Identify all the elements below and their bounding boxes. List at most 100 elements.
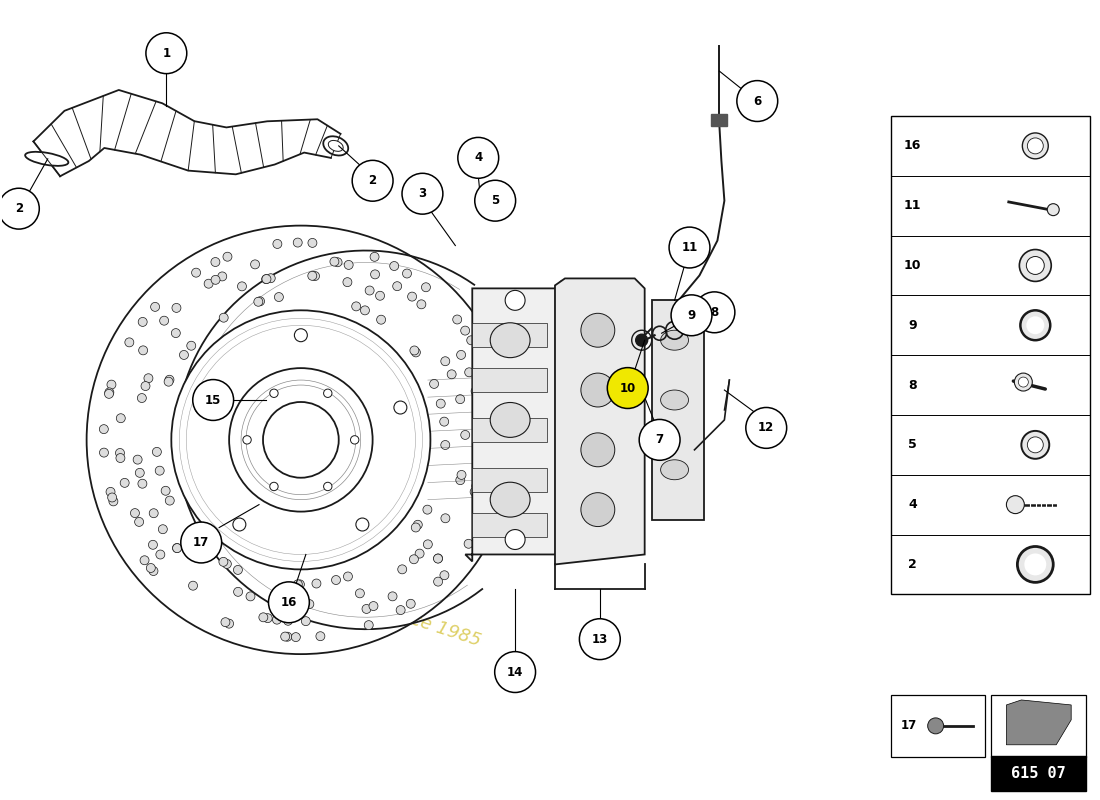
Circle shape — [1019, 377, 1028, 387]
Bar — [472, 513, 547, 537]
Circle shape — [343, 278, 352, 286]
Circle shape — [191, 268, 200, 277]
Circle shape — [456, 350, 465, 359]
Circle shape — [233, 566, 242, 574]
Circle shape — [430, 379, 439, 388]
Circle shape — [461, 326, 470, 335]
Circle shape — [273, 615, 282, 624]
Circle shape — [453, 315, 462, 324]
Circle shape — [421, 282, 430, 292]
Circle shape — [151, 302, 160, 311]
Circle shape — [0, 188, 40, 229]
Circle shape — [104, 388, 113, 397]
Circle shape — [495, 652, 536, 693]
Circle shape — [258, 613, 267, 622]
Circle shape — [636, 386, 647, 398]
Circle shape — [141, 382, 150, 390]
Text: 2: 2 — [14, 202, 23, 215]
Circle shape — [441, 514, 450, 522]
Circle shape — [1026, 316, 1044, 334]
Circle shape — [284, 599, 294, 608]
Circle shape — [109, 497, 118, 506]
Circle shape — [394, 401, 407, 414]
Bar — [472, 418, 547, 442]
Circle shape — [160, 316, 168, 325]
Circle shape — [138, 394, 146, 402]
Bar — [472, 368, 547, 392]
Bar — [472, 468, 547, 492]
Circle shape — [99, 448, 109, 457]
Circle shape — [471, 386, 480, 396]
Circle shape — [296, 580, 305, 589]
Circle shape — [448, 370, 456, 378]
Circle shape — [669, 227, 710, 268]
Circle shape — [361, 306, 370, 315]
Circle shape — [581, 314, 615, 347]
Circle shape — [138, 479, 147, 488]
Circle shape — [371, 270, 380, 279]
Circle shape — [1018, 546, 1053, 582]
Circle shape — [440, 417, 449, 426]
Circle shape — [195, 401, 208, 414]
Text: 9: 9 — [688, 309, 695, 322]
Circle shape — [165, 496, 174, 505]
Circle shape — [581, 373, 615, 407]
Ellipse shape — [491, 402, 530, 438]
Circle shape — [148, 566, 158, 575]
Circle shape — [180, 522, 221, 563]
Circle shape — [219, 558, 228, 566]
Circle shape — [581, 493, 615, 526]
Text: europ: europ — [255, 323, 506, 397]
Text: 10: 10 — [904, 259, 922, 272]
Circle shape — [273, 239, 282, 249]
Circle shape — [274, 293, 284, 302]
Circle shape — [476, 517, 485, 526]
Circle shape — [116, 454, 125, 462]
Circle shape — [737, 81, 778, 122]
Circle shape — [246, 592, 255, 601]
Circle shape — [455, 394, 464, 404]
Polygon shape — [465, 281, 562, 562]
Circle shape — [283, 632, 292, 641]
Bar — [472, 323, 547, 347]
Circle shape — [104, 390, 113, 398]
Circle shape — [580, 618, 620, 659]
Text: 2: 2 — [909, 558, 917, 571]
Circle shape — [746, 407, 786, 448]
Text: 1: 1 — [163, 46, 170, 60]
Circle shape — [308, 238, 317, 247]
Circle shape — [433, 577, 442, 586]
Circle shape — [441, 357, 450, 366]
Text: 11: 11 — [904, 199, 922, 212]
Circle shape — [262, 274, 271, 284]
Circle shape — [343, 572, 352, 581]
Circle shape — [156, 550, 165, 559]
Circle shape — [148, 540, 157, 550]
Circle shape — [172, 303, 180, 312]
Polygon shape — [556, 278, 645, 565]
Polygon shape — [33, 90, 341, 176]
Circle shape — [331, 575, 341, 585]
Circle shape — [268, 582, 309, 622]
Bar — [991, 695, 1086, 757]
Text: 3: 3 — [418, 187, 427, 200]
Circle shape — [1024, 554, 1046, 575]
Ellipse shape — [328, 141, 343, 151]
Text: 5: 5 — [491, 194, 499, 207]
Circle shape — [330, 257, 339, 266]
Text: 4: 4 — [474, 151, 483, 164]
Circle shape — [262, 274, 271, 283]
Circle shape — [464, 368, 474, 377]
Text: 5: 5 — [909, 438, 917, 451]
Bar — [891, 116, 1090, 594]
Circle shape — [172, 329, 180, 338]
Circle shape — [150, 509, 158, 518]
Circle shape — [927, 718, 944, 734]
Ellipse shape — [661, 330, 689, 350]
Circle shape — [440, 570, 449, 580]
Ellipse shape — [491, 482, 530, 517]
Text: a passion for parts since 1985: a passion for parts since 1985 — [219, 549, 483, 650]
Circle shape — [1027, 138, 1043, 154]
Circle shape — [410, 346, 419, 355]
Circle shape — [233, 587, 243, 596]
